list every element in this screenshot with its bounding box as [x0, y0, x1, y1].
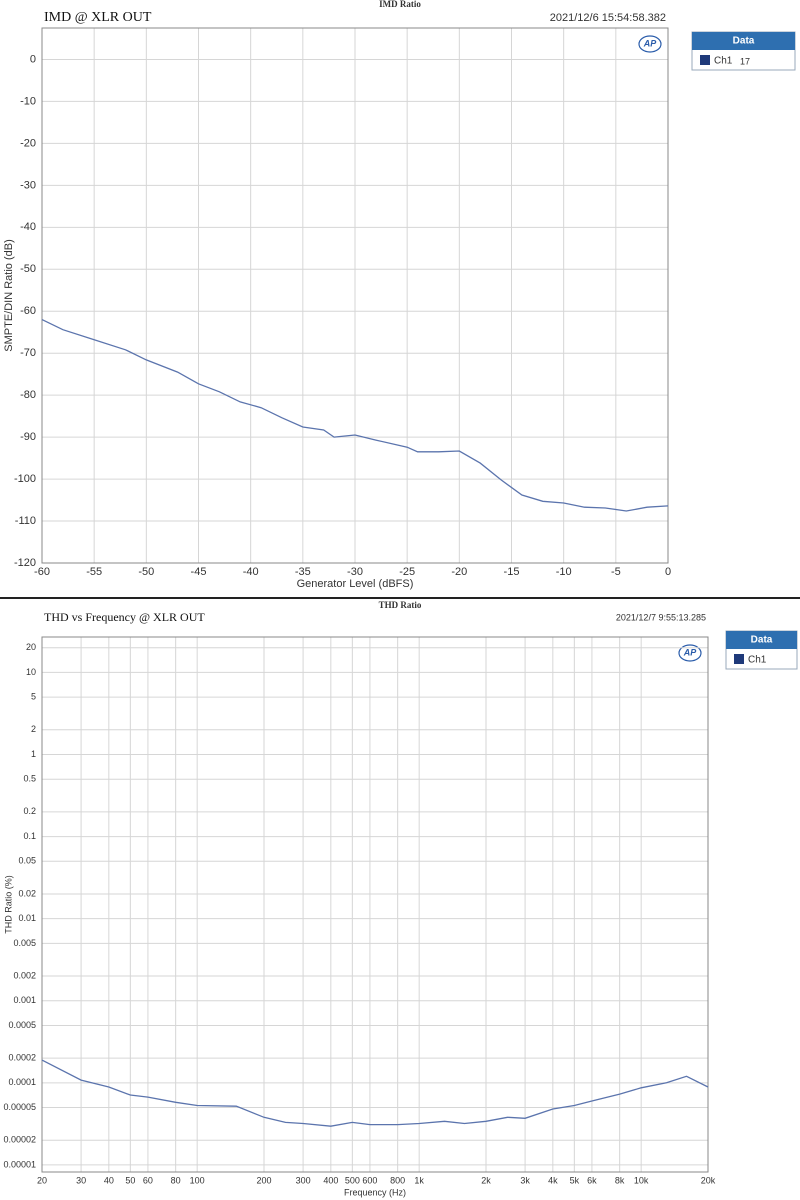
x-tick-label: 3k [520, 1175, 530, 1185]
x-tick-label: 0 [665, 566, 671, 578]
x-tick-label: 5k [570, 1175, 580, 1185]
y-tick-label: 2 [31, 724, 36, 734]
y-tick-label: 0 [30, 53, 36, 65]
x-tick-label: 400 [323, 1175, 338, 1185]
x-tick-label: -5 [611, 566, 621, 578]
legend-title: Data [751, 635, 773, 646]
logo: AP [683, 647, 697, 657]
x-tick-label: 10k [634, 1175, 649, 1185]
y-tick-label: -30 [20, 179, 36, 191]
y-tick-label: 0.0005 [8, 1020, 36, 1030]
legend-swatch [734, 654, 744, 664]
legend-swatch [700, 55, 710, 65]
x-tick-label: 50 [125, 1175, 135, 1185]
y-tick-label: -80 [20, 389, 36, 401]
chart-title: THD vs Frequency @ XLR OUT [44, 610, 205, 624]
y-tick-label: 0.1 [23, 831, 36, 841]
logo-badge [678, 644, 702, 662]
x-tick-label: -30 [347, 566, 363, 578]
y-tick-label: -60 [20, 305, 36, 317]
y-tick-label: -50 [20, 263, 36, 275]
x-tick-label: 4k [548, 1175, 558, 1185]
logo-badge [638, 35, 662, 53]
legend-entry: Ch1 [748, 655, 767, 666]
y-tick-label: 0.2 [23, 806, 36, 816]
x-tick-label: 6k [587, 1175, 597, 1185]
x-tick-label: 40 [104, 1175, 114, 1185]
x-tick-label: -10 [556, 566, 572, 578]
x-tick-label: -40 [243, 566, 259, 578]
y-tick-label: 20 [26, 642, 36, 652]
x-tick-label: 20 [37, 1175, 47, 1185]
y-tick-label: 5 [31, 691, 36, 701]
x-tick-label: 20k [701, 1175, 716, 1185]
y-tick-label: 0.01 [18, 913, 36, 923]
top-title: THD Ratio [379, 600, 422, 610]
y-tick-label: 0.0001 [8, 1077, 36, 1087]
chart-title: IMD @ XLR OUT [44, 10, 152, 25]
y-tick-label: 0.00005 [3, 1102, 36, 1112]
y-axis-label: SMPTE/DIN Ratio (dB) [3, 239, 15, 351]
x-tick-label: 100 [190, 1175, 205, 1185]
x-tick-label: 200 [256, 1175, 271, 1185]
x-tick-label: 800 [390, 1175, 405, 1185]
y-tick-label: 0.5 [23, 774, 36, 784]
y-tick-label: -40 [20, 221, 36, 233]
x-tick-label: 300 [296, 1175, 311, 1185]
y-tick-label: -70 [20, 347, 36, 359]
y-tick-label: 0.001 [13, 995, 36, 1005]
legend-header [692, 32, 795, 50]
top-title: IMD Ratio [379, 0, 421, 9]
x-tick-label: -20 [451, 566, 467, 578]
y-tick-label: 0.00001 [3, 1159, 36, 1169]
x-axis-label: Generator Level (dBFS) [297, 578, 414, 590]
legend-header [726, 631, 797, 649]
x-tick-label: -50 [138, 566, 154, 578]
y-tick-label: 0.00002 [3, 1135, 36, 1145]
x-tick-label: 1k [414, 1175, 424, 1185]
x-tick-label: -45 [191, 566, 207, 578]
x-tick-label: 8k [615, 1175, 625, 1185]
timestamp: 2021/12/7 9:55:13.285 [616, 612, 706, 622]
x-tick-label: 500 [345, 1175, 360, 1185]
plot-frame [41, 27, 669, 564]
y-tick-label: 0.005 [13, 938, 36, 948]
x-tick-label: 80 [171, 1175, 181, 1185]
y-tick-label: -10 [20, 95, 36, 107]
x-tick-label: 60 [143, 1175, 153, 1185]
x-tick-label: -55 [86, 566, 102, 578]
y-axis-label: THD Ratio (%) [3, 875, 13, 934]
y-tick-label: 0.05 [18, 856, 36, 866]
y-tick-label: 0.0002 [8, 1053, 36, 1063]
y-tick-label: -90 [20, 431, 36, 443]
timestamp: 2021/12/6 15:54:58.382 [550, 12, 666, 24]
y-tick-label: 1 [31, 749, 36, 759]
y-tick-label: 0.002 [13, 970, 36, 980]
y-tick-label: -110 [15, 515, 36, 527]
y-tick-label: -100 [14, 473, 36, 485]
x-tick-label: -25 [399, 566, 415, 578]
data-line [41, 319, 669, 512]
y-tick-label: 10 [26, 667, 36, 677]
plot-frame [41, 636, 709, 1173]
x-tick-label: -15 [504, 566, 520, 578]
y-tick-label: -120 [14, 557, 36, 569]
data-line [41, 1059, 709, 1127]
y-tick-label: -20 [20, 137, 36, 149]
x-axis-label: Frequency (Hz) [344, 1187, 406, 1197]
x-tick-label: 600 [362, 1175, 377, 1185]
x-tick-label: 2k [481, 1175, 491, 1185]
plot-area [41, 636, 709, 1173]
x-tick-label: -35 [295, 566, 311, 578]
x-tick-label: -60 [34, 566, 50, 578]
legend-note: 17 [740, 56, 750, 66]
x-tick-label: 30 [76, 1175, 86, 1185]
legend-entry: Ch1 [714, 56, 733, 67]
y-tick-label: 0.02 [18, 888, 36, 898]
logo: AP [643, 38, 657, 48]
legend-title: Data [733, 36, 755, 47]
